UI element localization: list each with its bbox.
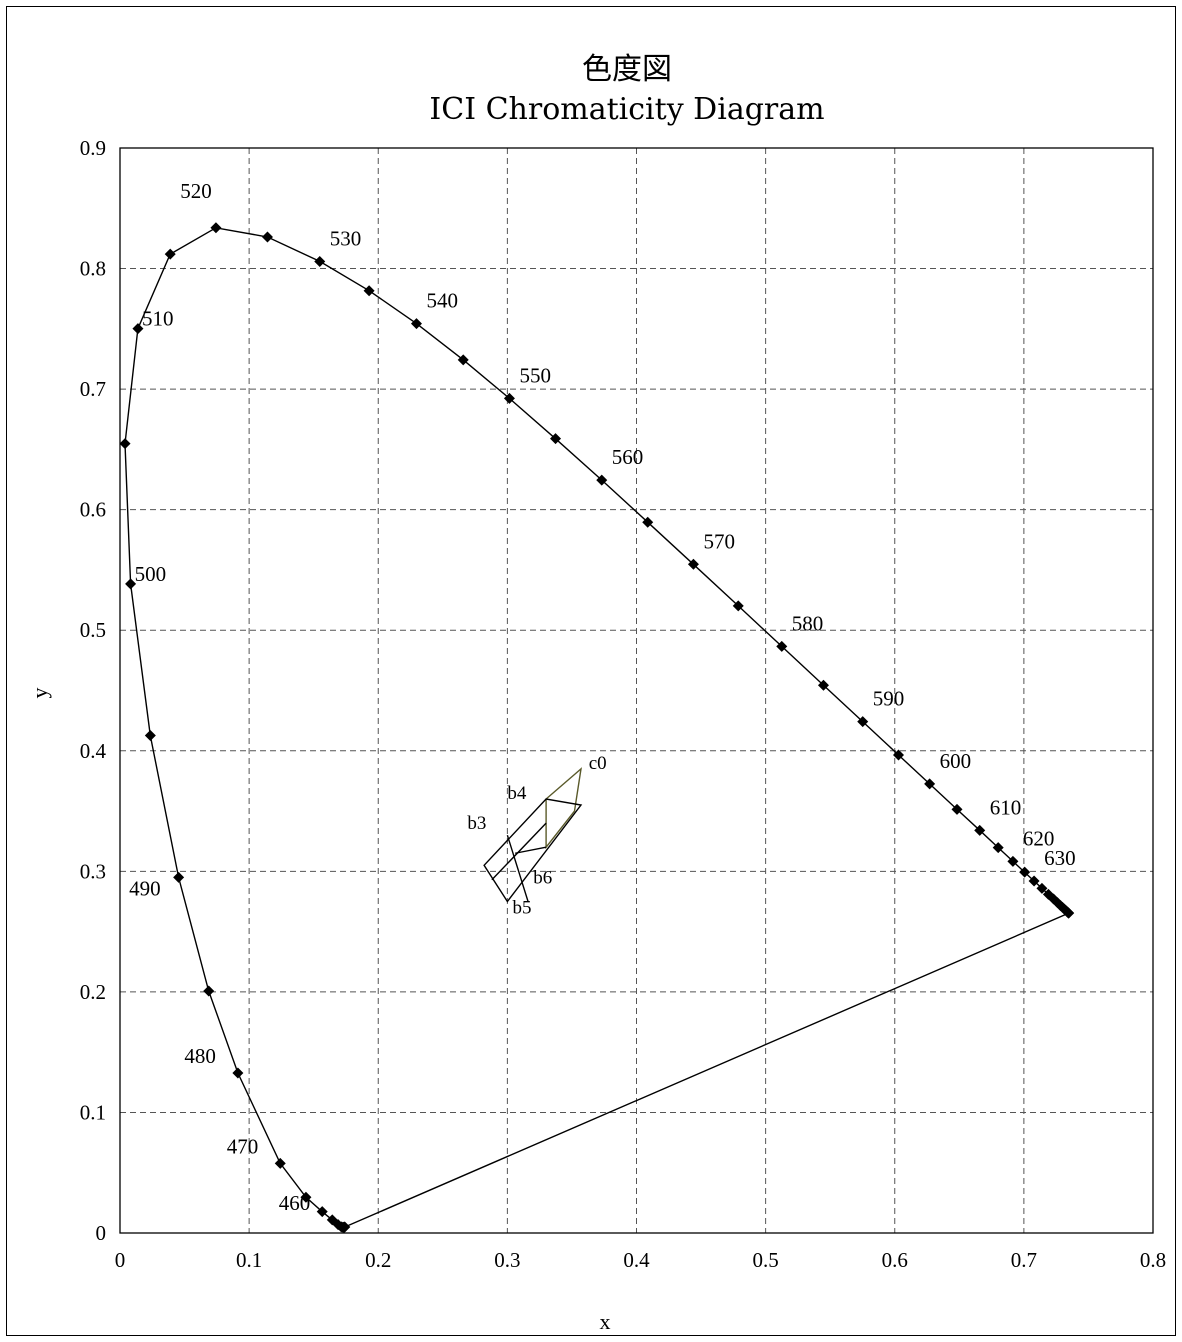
wavelength-label-500: 500 xyxy=(135,562,167,586)
x-tick-label-0: 0 xyxy=(115,1248,126,1272)
locus-point-10 xyxy=(232,1067,244,1079)
wavelength-label-520: 520 xyxy=(180,179,212,203)
y-tick-label-1: 0.1 xyxy=(80,1100,106,1124)
chart-frame: 色度図 ICI Chromaticity Diagram c0 b4 b3 b6 b5 … xyxy=(6,6,1176,1336)
x-tick-label-3: 0.3 xyxy=(494,1248,520,1272)
b-region-outline xyxy=(483,798,583,903)
x-tick-label-5: 0.5 xyxy=(753,1248,779,1272)
locus-point-38 xyxy=(1007,855,1019,867)
locus-point-18 xyxy=(210,222,222,234)
locus-point-40 xyxy=(1028,875,1040,887)
x-tick-label-2: 0.2 xyxy=(365,1248,391,1272)
wavelength-label-630: 630 xyxy=(1044,846,1076,870)
locus-point-29 xyxy=(732,600,744,612)
y-tick-label-3: 0.3 xyxy=(80,859,106,883)
locus-point-12 xyxy=(173,871,185,883)
spectral-locus-line xyxy=(124,227,1070,1228)
y-tick-label-6: 0.6 xyxy=(80,498,106,522)
locus-point-54 xyxy=(1063,907,1075,919)
region-label-b3: b3 xyxy=(467,813,486,834)
locus-point-28 xyxy=(687,558,699,570)
locus-point-14 xyxy=(125,578,137,590)
grid-lines xyxy=(120,148,1153,1233)
wavelength-label-600: 600 xyxy=(940,749,972,773)
wavelength-label-620: 620 xyxy=(1023,826,1055,850)
locus-point-25 xyxy=(550,433,562,445)
wavelength-label-550: 550 xyxy=(519,363,551,387)
locus-point-17 xyxy=(164,248,176,260)
y-tick-label-7: 0.7 xyxy=(80,377,106,401)
locus-point-13 xyxy=(144,729,156,741)
wavelength-label-530: 530 xyxy=(330,226,362,250)
locus-point-16 xyxy=(132,323,144,335)
y-tick-label-8: 0.8 xyxy=(80,257,106,281)
wavelength-label-540: 540 xyxy=(426,289,458,313)
wavelength-label-480: 480 xyxy=(184,1044,216,1068)
plot-area-border xyxy=(119,147,1154,1234)
wavelength-label-560: 560 xyxy=(612,445,644,469)
locus-point-15 xyxy=(119,438,131,450)
locus-point-32 xyxy=(857,716,869,728)
y-tick-label-9: 0.9 xyxy=(80,136,106,160)
spectral-locus xyxy=(124,227,1070,1228)
locus-point-31 xyxy=(817,679,829,691)
y-tick-label-5: 0.5 xyxy=(80,618,106,642)
x-tick-label-8: 0.8 xyxy=(1140,1248,1166,1272)
locus-point-24 xyxy=(503,392,515,404)
locus-point-21 xyxy=(363,285,375,297)
y-tick-label-4: 0.4 xyxy=(80,739,107,763)
region-label-b4: b4 xyxy=(507,783,527,804)
region-label-b5: b5 xyxy=(513,898,532,919)
locus-point-27 xyxy=(642,516,654,528)
chromaticity-chart: 色度図 ICI Chromaticity Diagram c0b4b3b6b5 … xyxy=(27,52,1166,1334)
locus-point-36 xyxy=(974,824,986,836)
locus-point-37 xyxy=(992,842,1004,854)
wavelength-label-580: 580 xyxy=(792,611,824,635)
wavelength-label-460: 460 xyxy=(279,1191,311,1215)
locus-point-35 xyxy=(951,803,963,815)
b-region-divider-0 xyxy=(506,834,529,902)
wavelength-label-490: 490 xyxy=(129,876,161,900)
tick-labels: 0 0.1 0.2 0.3 0.4 0.5 0.6 0.7 0.8 0 0.1 0.2 0.3 0.4 0.… xyxy=(80,136,1166,1272)
locus-point-22 xyxy=(410,318,422,330)
locus-point-6 xyxy=(326,1214,338,1226)
locus-point-39 xyxy=(1019,866,1031,878)
locus-point-30 xyxy=(776,640,788,652)
wavelength-label-510: 510 xyxy=(142,307,174,331)
locus-point-34 xyxy=(924,778,936,790)
locus-point-11 xyxy=(203,985,215,997)
x-tick-label-6: 0.6 xyxy=(882,1248,908,1272)
locus-point-9 xyxy=(274,1157,286,1169)
x-tick-label-1: 0.1 xyxy=(236,1248,262,1272)
wavelength-labels: 460 470 480 490 500 510 520 530 540 550 560 570 580 5… xyxy=(129,179,1075,1215)
locus-point-19 xyxy=(261,231,273,243)
b-region-divider-1 xyxy=(491,822,547,881)
x-tick-label-4: 0.4 xyxy=(623,1248,650,1272)
y-tick-label-0: 0 xyxy=(96,1221,107,1245)
locus-point-8 xyxy=(300,1191,312,1203)
chart-title-line1: 色度図 xyxy=(582,52,672,87)
b-region-divider-2 xyxy=(514,846,547,854)
wavelength-label-570: 570 xyxy=(703,529,735,553)
region-label-b6: b6 xyxy=(533,867,552,888)
locus-point-23 xyxy=(457,354,469,366)
locus-point-7 xyxy=(316,1206,328,1218)
wavelength-label-610: 610 xyxy=(990,795,1022,819)
wavelength-label-590: 590 xyxy=(873,687,905,711)
c0-region-outline xyxy=(545,767,582,850)
locus-point-41 xyxy=(1036,882,1048,894)
locus-point-20 xyxy=(314,255,326,267)
locus-point-33 xyxy=(892,749,904,761)
wavelength-label-470: 470 xyxy=(227,1134,259,1158)
x-tick-label-7: 0.7 xyxy=(1011,1248,1037,1272)
y-tick-label-2: 0.2 xyxy=(80,980,106,1004)
y-axis-label: y xyxy=(27,688,52,699)
locus-markers xyxy=(119,222,1075,1233)
region-label-c0: c0 xyxy=(589,753,607,774)
x-axis-label: x xyxy=(600,1309,611,1334)
locus-point-26 xyxy=(596,474,608,486)
chart-title-line2: ICI Chromaticity Diagram xyxy=(429,92,824,127)
